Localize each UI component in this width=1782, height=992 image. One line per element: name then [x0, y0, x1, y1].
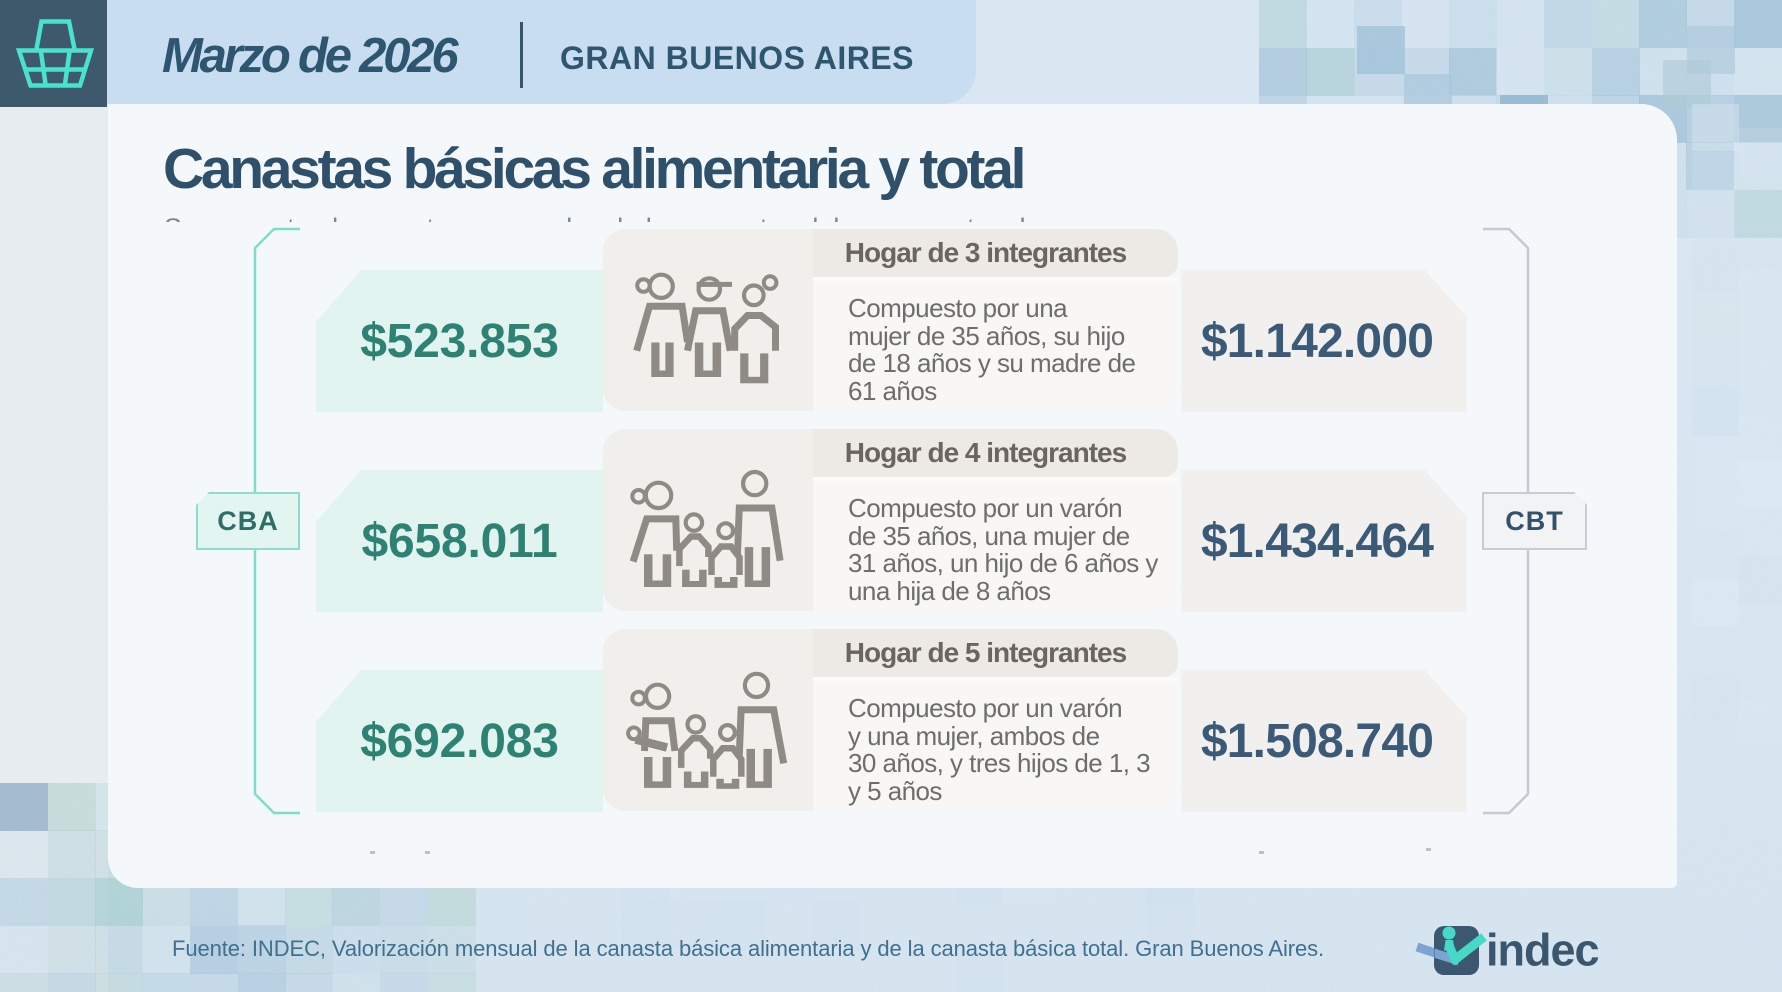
svg-text:indec: indec [1486, 925, 1599, 976]
